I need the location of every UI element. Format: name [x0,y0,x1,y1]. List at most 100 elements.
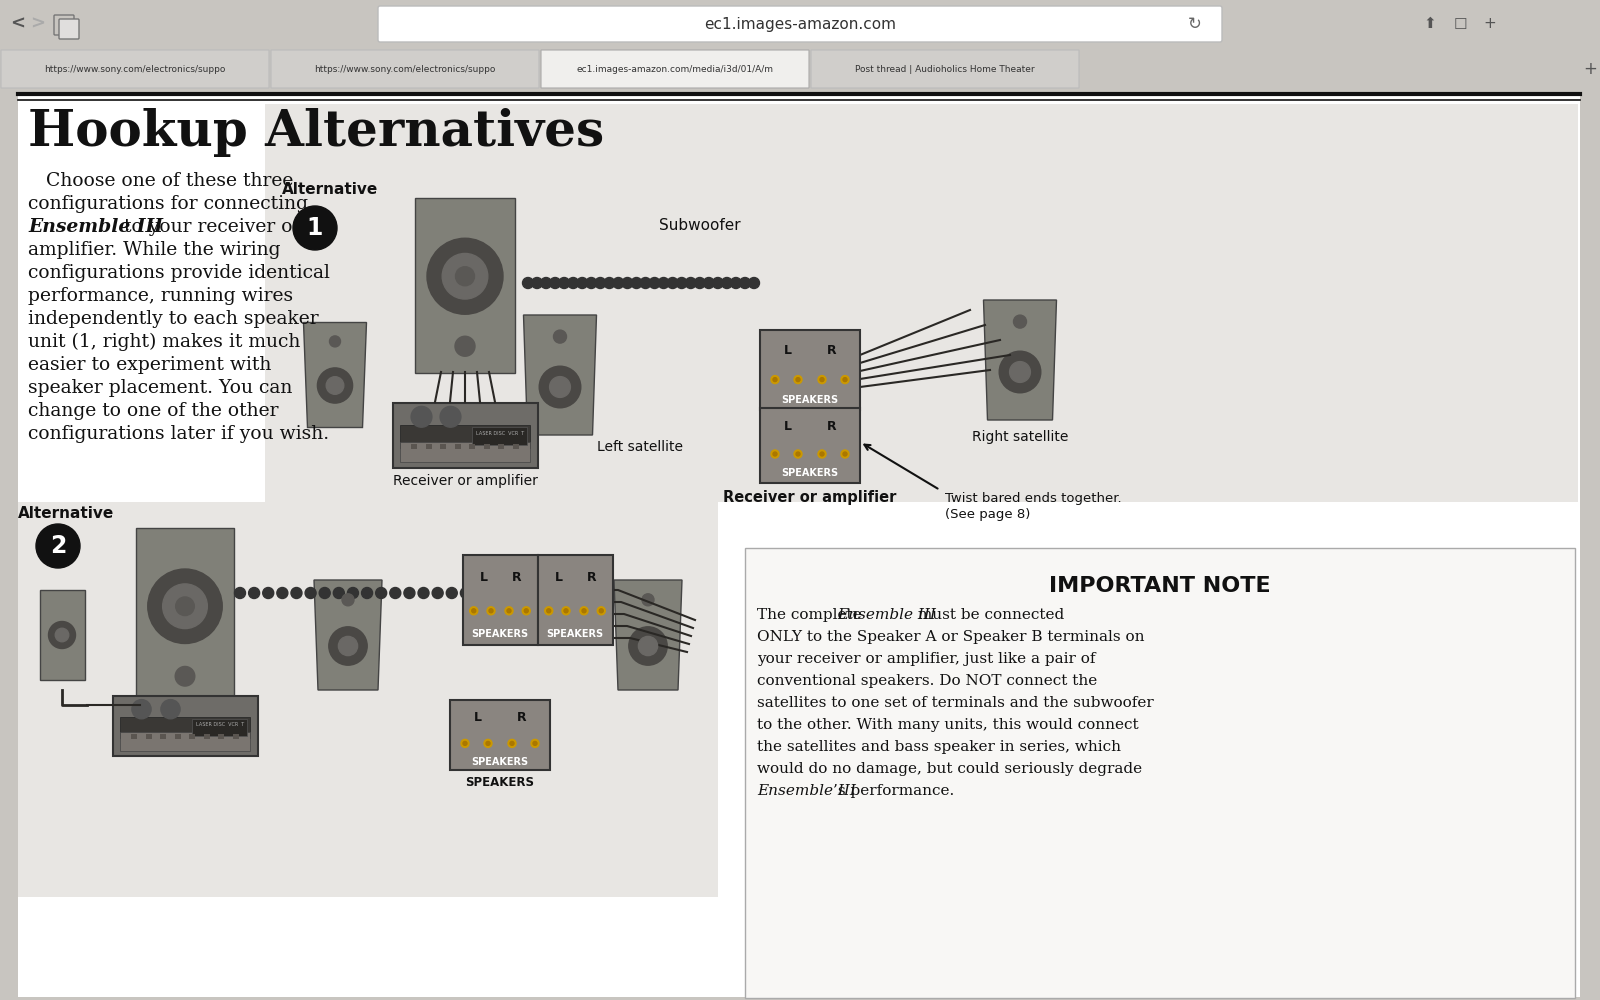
Text: +: + [1483,16,1496,31]
Circle shape [411,406,432,427]
Polygon shape [614,580,682,690]
Circle shape [739,277,750,289]
Bar [40,590,85,680]
FancyBboxPatch shape [266,104,1578,502]
Circle shape [677,277,686,289]
FancyBboxPatch shape [270,50,539,88]
Circle shape [650,277,661,289]
Circle shape [442,253,488,299]
Circle shape [550,377,570,397]
Bar [400,425,530,448]
Circle shape [330,336,341,347]
Circle shape [35,524,80,568]
Bar [218,734,224,739]
Circle shape [642,594,654,606]
Circle shape [56,628,69,642]
Text: LASER DISC  VCR  T: LASER DISC VCR T [195,722,243,727]
Circle shape [277,587,288,598]
Circle shape [658,277,669,289]
Text: >: > [30,15,45,33]
Circle shape [630,277,642,289]
Circle shape [818,376,826,384]
Bar [174,734,181,739]
Circle shape [749,277,760,289]
Bar [232,734,238,739]
Circle shape [418,587,429,598]
Text: configurations later if you wish.: configurations later if you wish. [29,425,330,443]
Bar [498,444,504,449]
Bar [136,528,234,702]
FancyBboxPatch shape [18,92,1581,997]
Bar [192,719,248,736]
Circle shape [291,587,302,598]
Circle shape [486,607,494,615]
Text: SPEAKERS: SPEAKERS [781,468,838,479]
Text: unit (1, right) makes it much: unit (1, right) makes it much [29,333,301,351]
Text: Receiver or amplifier: Receiver or amplifier [392,474,538,488]
Circle shape [539,366,581,408]
Circle shape [712,277,723,289]
Bar [411,444,418,449]
Circle shape [586,277,597,289]
Circle shape [843,378,846,382]
Text: SPEAKERS: SPEAKERS [466,776,534,789]
Circle shape [685,277,696,289]
Circle shape [522,607,530,615]
Circle shape [461,587,472,598]
Circle shape [440,406,461,427]
Circle shape [362,587,373,598]
Text: Right satellite: Right satellite [971,430,1069,444]
Circle shape [317,368,352,403]
Circle shape [797,378,800,382]
Text: L: L [480,571,488,584]
Circle shape [483,739,493,747]
Text: L: L [784,344,792,357]
Circle shape [603,277,614,289]
Text: SPEAKERS: SPEAKERS [472,629,528,639]
Polygon shape [984,300,1056,420]
FancyBboxPatch shape [59,19,78,39]
Text: L: L [474,711,482,724]
Circle shape [333,587,344,598]
Circle shape [842,450,850,458]
Circle shape [694,277,706,289]
Bar [426,444,432,449]
Text: would do no damage, but could seriously degrade: would do no damage, but could seriously … [757,762,1142,776]
Bar [120,717,250,738]
Text: ↻: ↻ [1189,15,1202,33]
Bar [483,444,490,449]
Circle shape [773,378,778,382]
Circle shape [794,376,802,384]
Circle shape [1013,315,1027,328]
Circle shape [613,277,624,289]
Text: independently to each speaker: independently to each speaker [29,310,318,328]
Circle shape [456,267,475,286]
Text: SPEAKERS: SPEAKERS [472,757,528,767]
Circle shape [558,277,570,289]
Text: https://www.sony.com/electronics/suppo: https://www.sony.com/electronics/suppo [45,64,226,74]
Circle shape [622,277,634,289]
Circle shape [330,627,368,665]
Text: R: R [827,420,837,433]
Bar [462,555,538,645]
Circle shape [1010,362,1030,382]
Text: Subwoofer: Subwoofer [659,218,741,233]
Bar [400,442,530,462]
Circle shape [771,450,779,458]
Circle shape [523,277,533,289]
Text: conventional speakers. Do NOT connect the: conventional speakers. Do NOT connect th… [757,674,1098,688]
Circle shape [797,452,800,456]
Circle shape [550,277,560,289]
Circle shape [475,587,485,598]
Circle shape [582,609,586,613]
Circle shape [339,636,358,656]
Circle shape [235,587,245,598]
Circle shape [462,741,467,745]
Circle shape [376,587,387,598]
Polygon shape [304,323,366,428]
FancyBboxPatch shape [811,50,1078,88]
Circle shape [998,351,1040,393]
Circle shape [773,452,778,456]
Text: L: L [555,571,563,584]
Circle shape [131,700,150,719]
